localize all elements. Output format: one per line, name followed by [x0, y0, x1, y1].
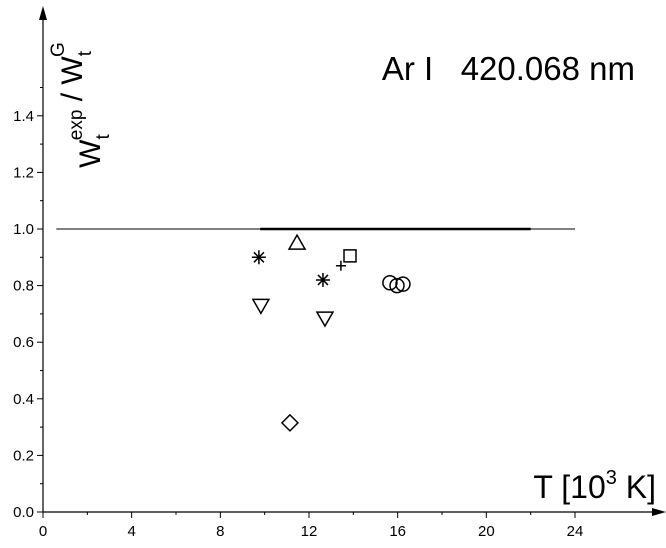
x-axis-arrow	[652, 508, 666, 516]
marker-plus	[335, 260, 346, 271]
y-tick-label: 0.6	[13, 334, 34, 351]
label-part: W	[56, 56, 89, 85]
marker-diamond	[280, 413, 299, 432]
x-axis-label: T [103 K]	[533, 467, 656, 505]
y-tick-label: 0.2	[13, 447, 34, 464]
marker-triangle-down	[251, 298, 271, 315]
y-tick-label: 0.0	[13, 504, 34, 521]
marker-circle	[395, 276, 411, 292]
chart-title: Ar I 420.068 nm	[382, 50, 635, 87]
label-part: /	[56, 85, 89, 110]
y-tick-label: 1.2	[13, 164, 34, 181]
x-tick-label: 24	[567, 523, 584, 540]
label-part: K]	[617, 469, 656, 505]
marker-circle	[389, 277, 405, 294]
x-tick-label: 16	[389, 523, 406, 540]
y-axis-arrow	[39, 6, 47, 20]
label-sup: 3	[606, 467, 617, 489]
y-tick-label: 1.4	[13, 108, 34, 125]
marker-triangle-down	[315, 311, 335, 328]
x-tick-label: 0	[39, 523, 47, 540]
marker-asterisk	[315, 272, 330, 287]
marker-triangle-up	[287, 233, 307, 250]
x-tick-label: 8	[216, 523, 224, 540]
y-tick-label: 0.8	[13, 278, 34, 295]
x-tick-label: 20	[478, 523, 495, 540]
label-sub: t	[75, 50, 96, 56]
label-part: T [10	[533, 469, 605, 505]
marker-circle	[382, 275, 398, 291]
label-sup: G	[48, 42, 69, 57]
label-sub: t	[93, 134, 114, 140]
marker-asterisk	[251, 250, 266, 265]
label-sup: exp	[66, 110, 87, 141]
y-axis-label: Wtexp / WtG	[48, 42, 114, 168]
y-tick-label: 0.4	[13, 391, 34, 408]
y-tick-label: 1.0	[13, 221, 34, 238]
x-tick-label: 4	[127, 523, 135, 540]
marker-square	[343, 249, 357, 263]
label-part: W	[74, 139, 107, 168]
x-tick-label: 12	[301, 523, 318, 540]
